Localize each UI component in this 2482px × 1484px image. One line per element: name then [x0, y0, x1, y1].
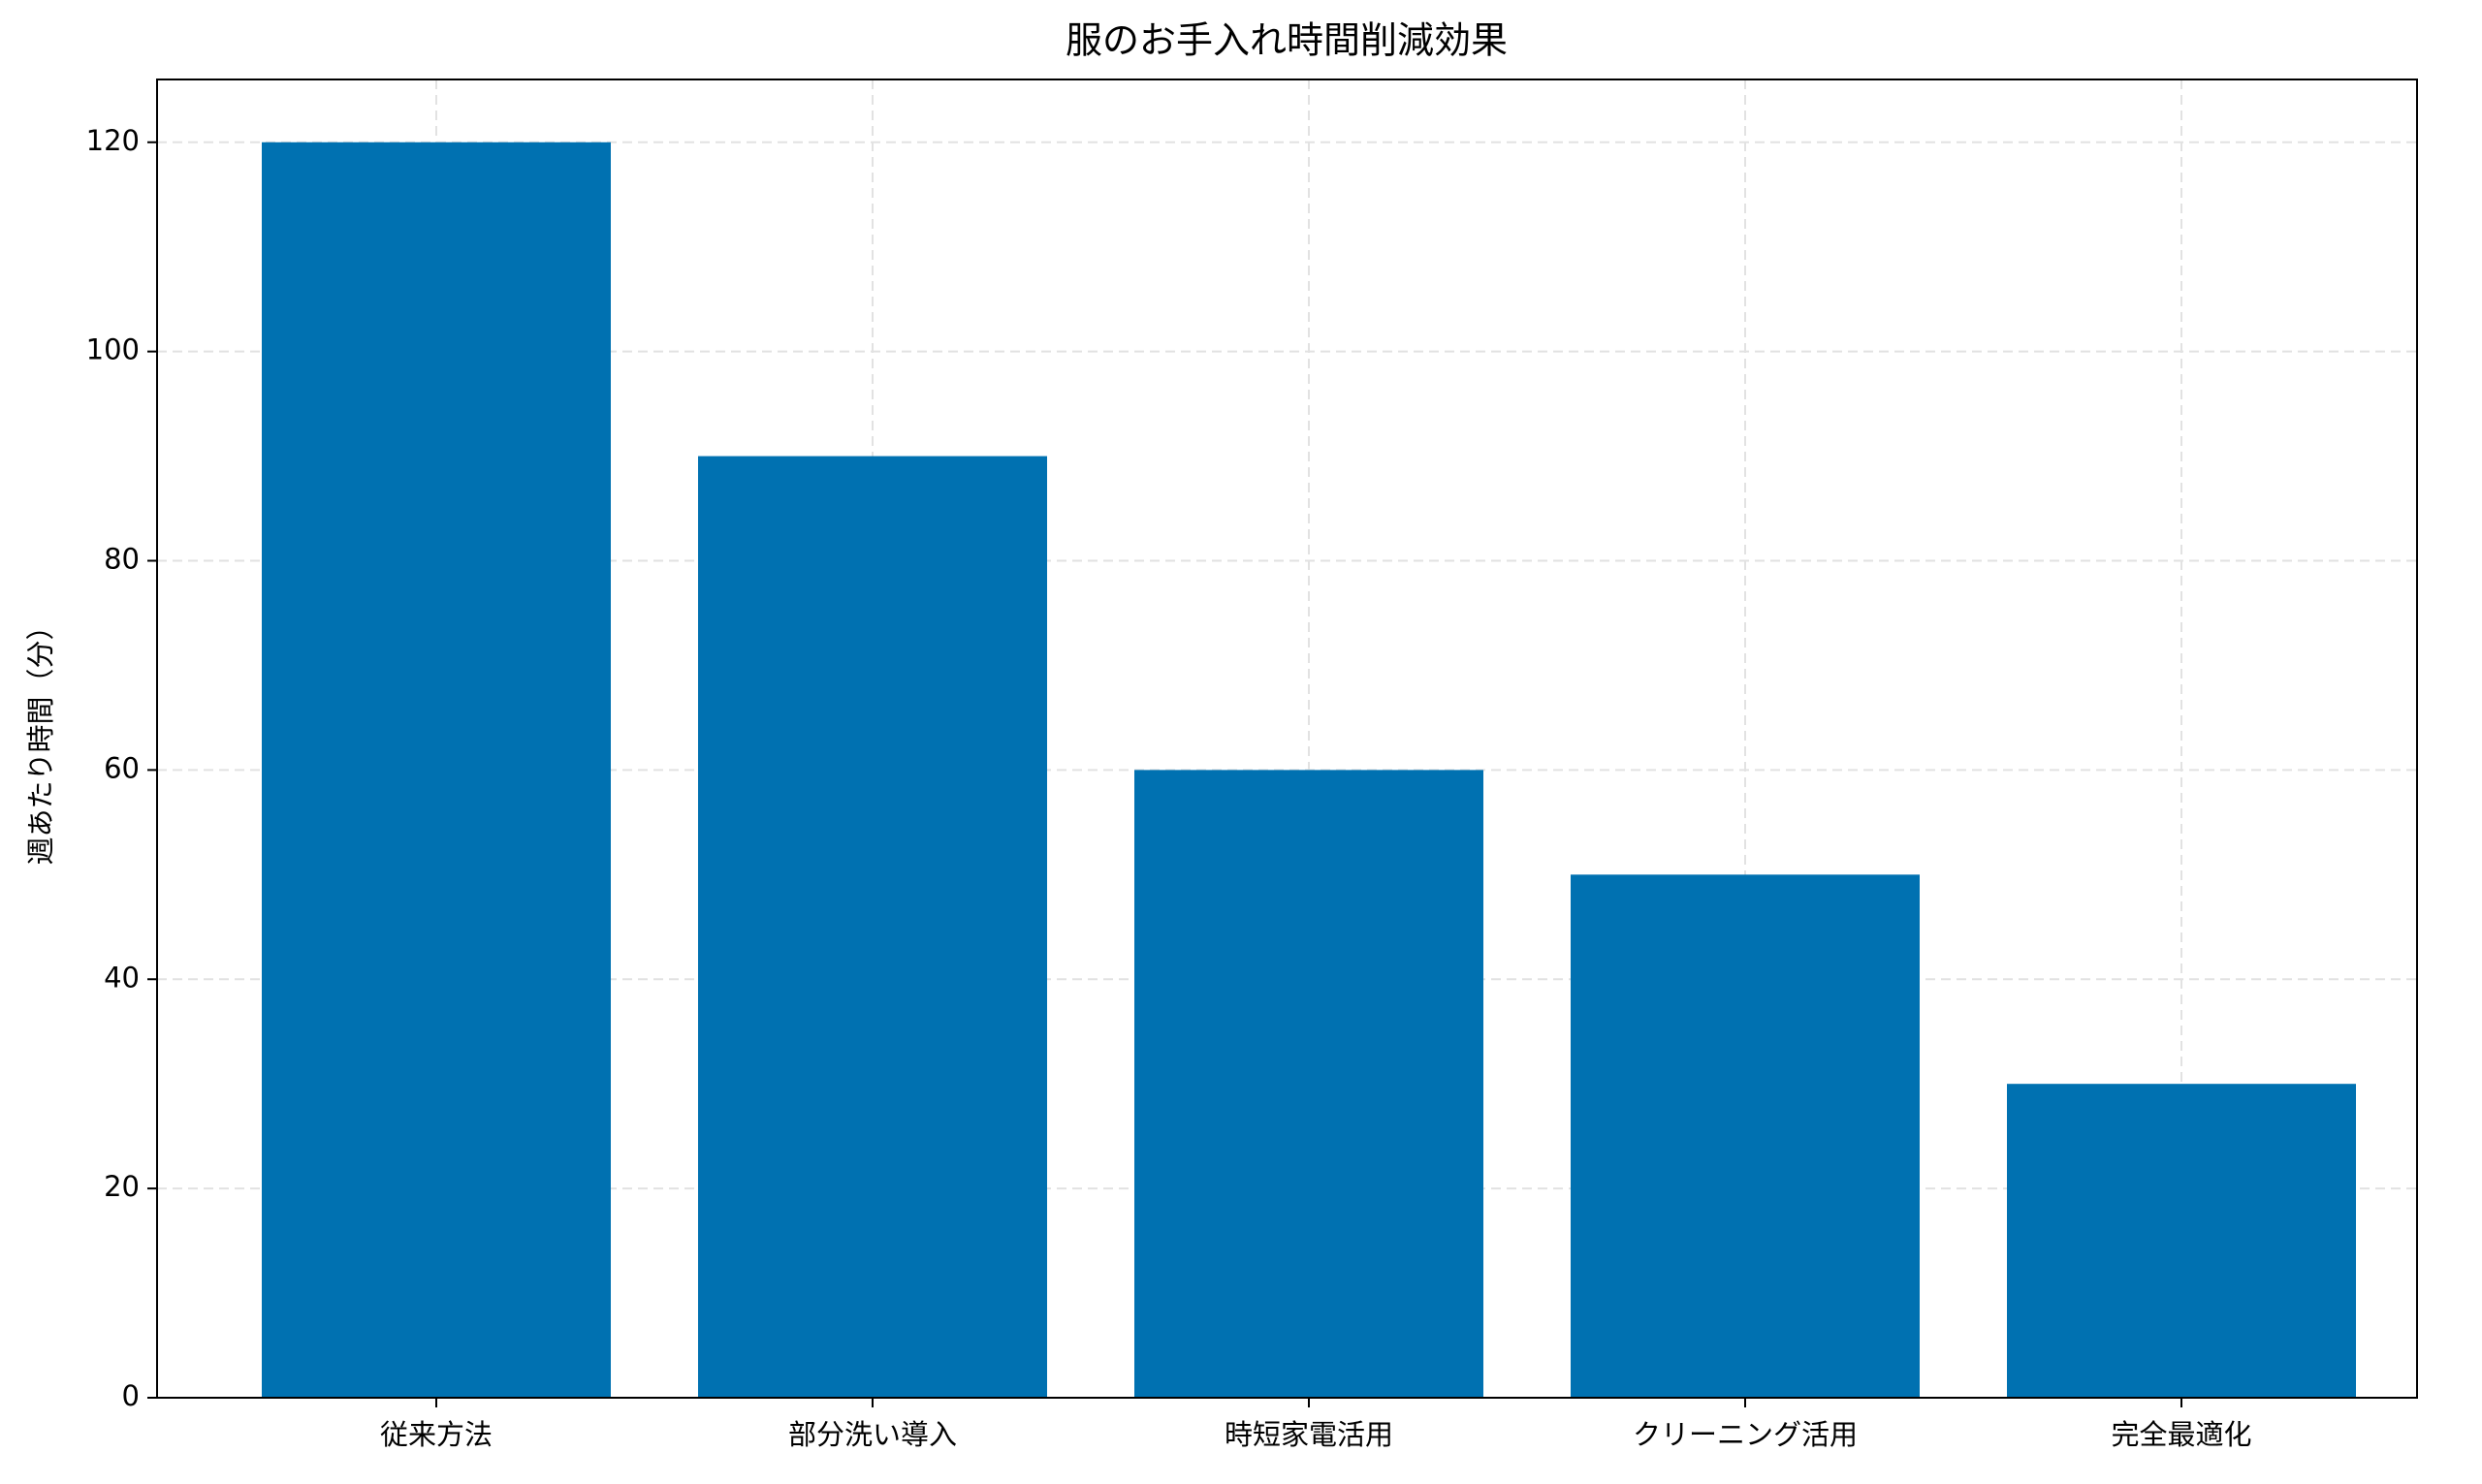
- bar: [262, 142, 611, 1398]
- bar: [2007, 1084, 2356, 1398]
- y-tick-label: 60: [104, 751, 140, 784]
- bar: [1134, 770, 1483, 1398]
- x-tick-label: 時短家電活用: [1225, 1418, 1393, 1451]
- y-tick-label: 40: [104, 961, 140, 994]
- x-tick-label: クリーニング活用: [1633, 1418, 1858, 1451]
- y-tick-label: 20: [104, 1170, 140, 1203]
- x-tick-label: 部分洗い導入: [788, 1418, 957, 1451]
- chart-title: 服のお手入れ時間削減効果: [1066, 19, 1508, 62]
- x-tick-label: 従来方法: [380, 1418, 493, 1451]
- y-tick-label: 120: [86, 124, 140, 157]
- y-tick-label: 100: [86, 333, 140, 366]
- bar: [1571, 874, 1920, 1398]
- bar: [698, 456, 1047, 1399]
- x-tick-label: 完全最適化: [2111, 1418, 2251, 1451]
- plot-frame: [156, 79, 2418, 1399]
- y-tick-label: 80: [104, 543, 140, 576]
- y-axis-label: 週あたり時間（分）: [24, 612, 57, 865]
- y-tick-label: 0: [122, 1379, 140, 1412]
